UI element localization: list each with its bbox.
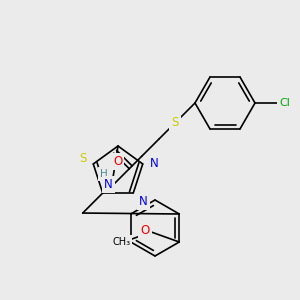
Text: CH₃: CH₃ [112, 237, 130, 247]
Text: S: S [171, 116, 179, 130]
Text: N: N [139, 194, 148, 208]
Text: N: N [104, 178, 113, 191]
Text: O: O [113, 155, 122, 168]
Text: O: O [141, 224, 150, 236]
Text: Cl: Cl [280, 98, 290, 108]
Text: N: N [150, 158, 159, 170]
Text: H: H [100, 169, 107, 179]
Text: S: S [80, 152, 87, 166]
